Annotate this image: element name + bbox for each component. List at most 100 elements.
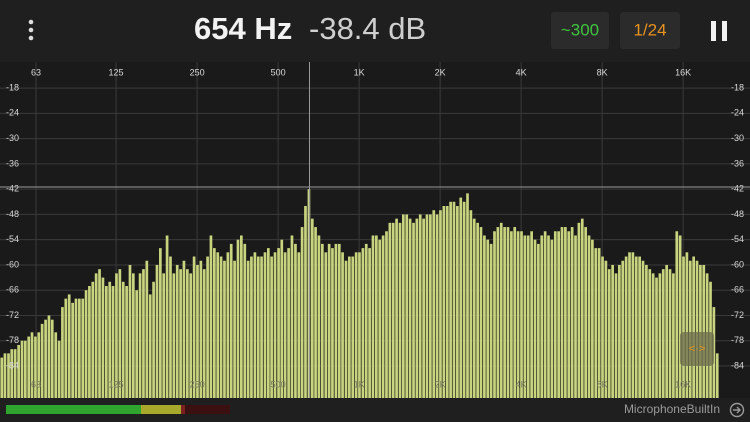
bar [27, 336, 31, 398]
bar [439, 210, 442, 398]
bar [550, 239, 554, 398]
bar [570, 227, 574, 398]
bar [7, 353, 10, 398]
bar [192, 256, 196, 398]
bar [263, 252, 267, 398]
bar [506, 227, 510, 398]
bar [665, 264, 669, 398]
bar [145, 260, 149, 398]
bar [280, 239, 284, 398]
x-tick-label-bottom: 500 [271, 379, 286, 389]
bar [688, 260, 692, 398]
bar [564, 227, 567, 398]
input-source[interactable]: MicrophoneBuiltIn [624, 402, 720, 416]
y-tick-label-right: -66 [731, 285, 744, 295]
bar [445, 206, 449, 398]
bar [395, 218, 398, 398]
bar [334, 243, 338, 398]
averaging-label[interactable]: ~300 [561, 20, 599, 39]
bar [510, 231, 513, 398]
bar [3, 353, 7, 398]
bar [94, 273, 98, 398]
bar [499, 222, 503, 398]
frequency-readout: 654 Hz [194, 11, 292, 46]
x-tick-label: 500 [271, 67, 286, 77]
bar [310, 218, 314, 398]
y-tick-label: -18 [6, 82, 19, 92]
bar [189, 273, 193, 398]
bar [216, 252, 220, 398]
bar [358, 252, 361, 398]
bar [297, 252, 301, 398]
y-tick-label-right: -30 [731, 133, 744, 143]
y-tick-label-right: -36 [731, 158, 744, 168]
bar [459, 197, 463, 398]
bar [104, 286, 108, 398]
bar [368, 248, 371, 398]
bar [493, 231, 496, 398]
bar [614, 273, 618, 398]
y-tick-label-right: -84 [731, 360, 744, 370]
resolution-label[interactable]: 1/24 [633, 20, 666, 39]
bar [580, 218, 584, 398]
pause-button[interactable] [711, 21, 727, 41]
bar [469, 210, 473, 398]
y-tick-label: -72 [6, 310, 19, 320]
bar [591, 239, 594, 398]
bar [152, 281, 155, 398]
bar [155, 264, 159, 398]
bar [675, 231, 679, 398]
bar [337, 243, 341, 398]
bar [611, 264, 614, 398]
bar [253, 252, 257, 398]
bar [607, 269, 611, 398]
x-tick-label-bottom: 250 [190, 379, 205, 389]
y-tick-label: -66 [6, 285, 19, 295]
bar [172, 273, 176, 398]
averaging-button[interactable] [551, 12, 609, 49]
resolution-button[interactable] [620, 12, 680, 49]
bar [182, 260, 186, 398]
bar [344, 260, 348, 398]
bar [10, 349, 14, 398]
bar [456, 206, 459, 398]
bar [587, 235, 591, 398]
bar [628, 252, 631, 398]
bar [34, 336, 37, 398]
bar [165, 235, 169, 398]
bar [479, 227, 483, 398]
bar [13, 349, 17, 398]
x-tick-label-bottom: 125 [109, 379, 124, 389]
zoom-button[interactable]: <·> [680, 332, 714, 366]
y-tick-label: -84 [6, 360, 19, 370]
bar [294, 243, 297, 398]
bar [159, 248, 162, 398]
bar [425, 214, 429, 398]
bar [442, 206, 446, 398]
menu-button[interactable] [28, 19, 34, 41]
bar [388, 222, 392, 398]
bar [658, 273, 662, 398]
input-icon[interactable] [729, 402, 745, 418]
y-tick-label: -30 [6, 133, 19, 143]
bar [405, 214, 409, 398]
bar [91, 281, 95, 398]
x-tick-label: 1K [354, 67, 365, 77]
bar [672, 273, 675, 398]
bar [483, 235, 486, 398]
bar [624, 256, 628, 398]
bar [685, 252, 689, 398]
y-tick-label-right: -60 [731, 259, 744, 269]
bar [472, 218, 476, 398]
bar [567, 231, 571, 398]
bar [40, 323, 44, 398]
bar [327, 243, 331, 398]
bar [452, 201, 456, 398]
bar [239, 235, 243, 398]
bar [476, 222, 479, 398]
x-tick-label: 63 [31, 67, 41, 77]
bar [37, 332, 41, 398]
bar [273, 252, 277, 398]
bar [108, 281, 112, 398]
bar [260, 256, 263, 398]
